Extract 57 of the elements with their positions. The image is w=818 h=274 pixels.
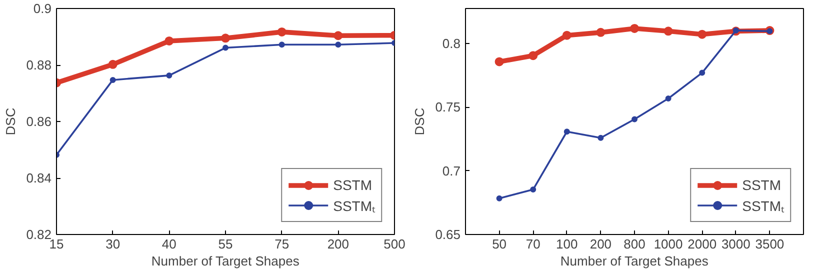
y-tick-label: 0.88	[26, 58, 52, 72]
x-tick-label: 75	[274, 236, 290, 252]
legend-label: SSTMₜ	[333, 196, 375, 214]
point	[665, 96, 672, 102]
point	[632, 116, 638, 122]
point	[596, 28, 606, 37]
x-axis-title: Number of Target Shapes	[151, 254, 300, 268]
x-tick-label: 1000	[654, 236, 683, 252]
x-tick-label: 55	[218, 236, 233, 252]
point	[530, 186, 536, 193]
point	[110, 76, 116, 83]
x-tick-label: 70	[526, 236, 540, 252]
x-tick-label: 200	[590, 236, 612, 252]
point	[335, 42, 342, 48]
x-tick-label: 30	[106, 236, 120, 252]
x-tick-label: 15	[49, 236, 64, 252]
point	[598, 134, 604, 141]
x-tick-label: 3000	[721, 236, 750, 252]
y-tick-label: 0.82	[26, 227, 52, 242]
x-axis-title: Number of Target Shapes	[560, 254, 709, 268]
point	[277, 27, 286, 36]
x-tick-label: 40	[162, 236, 176, 252]
point	[334, 31, 343, 40]
y-tick-label: 0.84	[26, 170, 52, 186]
x-tick-label: 3500	[755, 236, 784, 252]
legend-label: SSTMₜ	[742, 196, 784, 214]
point	[166, 72, 172, 78]
point	[630, 24, 639, 33]
point	[698, 30, 707, 39]
point	[494, 57, 504, 66]
legend-label: SSTM	[333, 177, 372, 193]
x-tick-label: 50	[492, 236, 507, 252]
point	[496, 195, 502, 202]
y-tick-label: 0.86	[26, 114, 52, 129]
y-axis-title: DSC	[3, 108, 18, 136]
y-tick-label: 0.9	[33, 1, 52, 16]
y-tick-label: 0.8	[442, 36, 461, 52]
x-tick-label: 200	[327, 236, 350, 252]
point	[164, 36, 174, 46]
x-tick-label: 2000	[688, 236, 717, 252]
point	[108, 60, 118, 69]
x-tick-label: 100	[556, 236, 578, 252]
point	[664, 26, 673, 36]
y-tick-label: 0.7	[442, 163, 461, 178]
point	[699, 70, 706, 76]
x-tick-label: 800	[624, 236, 646, 252]
y-tick-label: 0.65	[435, 227, 461, 242]
point	[562, 30, 572, 40]
y-tick-label: 0.75	[435, 100, 461, 115]
point	[222, 44, 228, 51]
y-axis-title: DSC	[412, 108, 428, 136]
x-tick-label: 500	[384, 236, 406, 252]
point	[564, 128, 570, 135]
point	[528, 51, 538, 60]
point	[221, 34, 230, 43]
point	[278, 42, 285, 48]
legend-label: SSTM	[742, 177, 781, 193]
